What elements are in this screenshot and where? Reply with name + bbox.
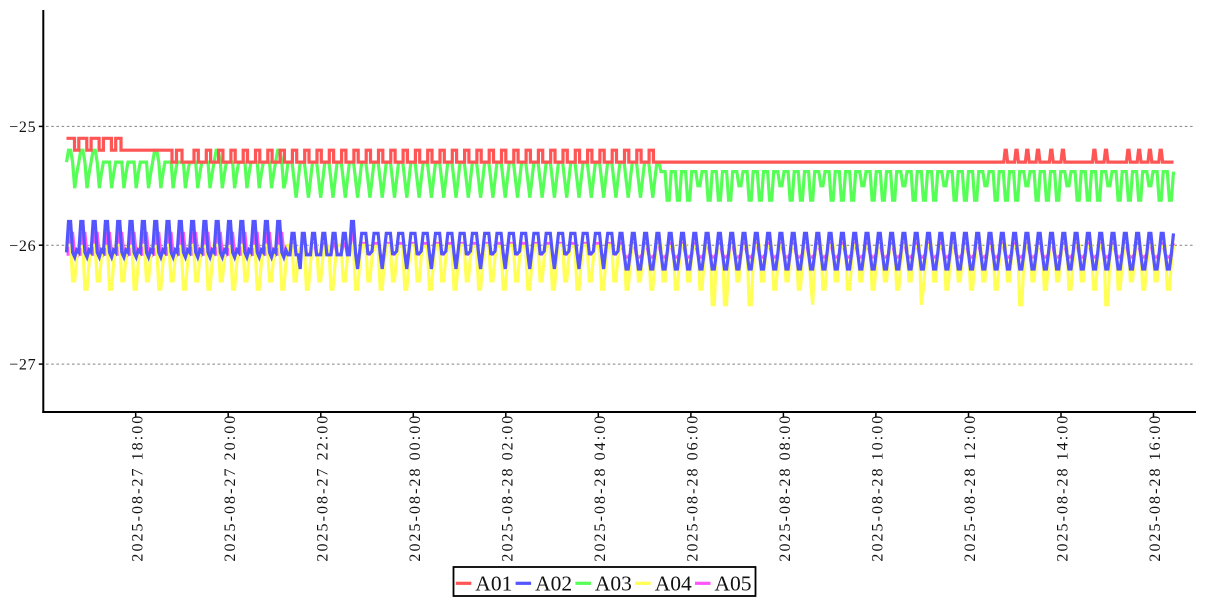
svg-text:2025-08-28 08:00: 2025-08-28 08:00	[777, 414, 794, 562]
svg-text:2025-08-28 00:00: 2025-08-28 00:00	[407, 414, 424, 562]
svg-text:2025-08-28 02:00: 2025-08-28 02:00	[499, 414, 516, 562]
svg-text:2025-08-28 14:00: 2025-08-28 14:00	[1055, 414, 1072, 562]
svg-text:−25: −25	[9, 119, 36, 136]
svg-text:A02: A02	[535, 572, 572, 596]
svg-text:A01: A01	[475, 572, 512, 596]
svg-text:2025-08-28 16:00: 2025-08-28 16:00	[1147, 414, 1164, 562]
svg-text:2025-08-28 04:00: 2025-08-28 04:00	[592, 414, 609, 562]
svg-text:2025-08-28 10:00: 2025-08-28 10:00	[870, 414, 887, 562]
svg-text:2025-08-27 20:00: 2025-08-27 20:00	[222, 414, 239, 562]
svg-text:A04: A04	[655, 572, 692, 596]
svg-text:A03: A03	[595, 572, 632, 596]
svg-text:2025-08-27 22:00: 2025-08-27 22:00	[314, 414, 331, 562]
svg-text:−27: −27	[9, 357, 36, 374]
svg-text:2025-08-27 18:00: 2025-08-27 18:00	[129, 414, 146, 562]
svg-text:2025-08-28 12:00: 2025-08-28 12:00	[962, 414, 979, 562]
svg-text:A05: A05	[715, 572, 752, 596]
svg-text:−26: −26	[9, 238, 36, 255]
svg-text:2025-08-28 06:00: 2025-08-28 06:00	[685, 414, 702, 562]
